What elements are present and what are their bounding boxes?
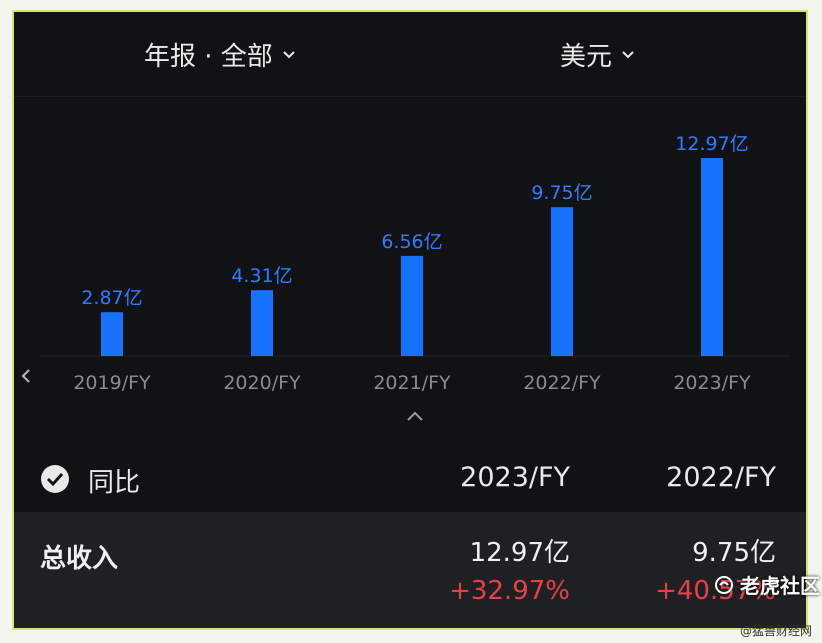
x-tick-label[interactable]: 2019/FY <box>73 372 151 394</box>
chevron-down-icon <box>622 50 634 58</box>
currency-selector[interactable]: 美元 <box>560 36 636 73</box>
column-header-2023: 2023/FY <box>460 462 570 493</box>
data-label: 12.97亿 <box>675 133 748 155</box>
row-label: 总收入 <box>40 544 119 574</box>
watermark: 老虎社区 <box>714 570 820 599</box>
cell-change: +32.97% <box>449 576 570 606</box>
period-selector-label: 年报 · 全部 <box>144 42 273 72</box>
yoy-toggle-label: 同比 <box>88 468 141 498</box>
top-bar: 年报 · 全部 美元 <box>14 12 806 97</box>
x-tick-label[interactable]: 2020/FY <box>223 372 301 394</box>
watermark-text: 老虎社区 <box>740 574 820 598</box>
bar-2019-FY[interactable] <box>101 312 123 356</box>
cell-value: 12.97亿 <box>469 538 570 568</box>
revenue-bar-chart: 2.87亿 2019/FY 4.31亿 2020/FY 6.56亿 2021/FY 9.75… <box>14 98 806 403</box>
chevron-down-icon <box>283 50 295 58</box>
x-tick-label[interactable]: 2022/FY <box>523 372 601 394</box>
chevron-left-icon[interactable] <box>14 364 38 388</box>
data-label: 6.56亿 <box>381 231 442 253</box>
data-label: 2.87亿 <box>81 287 142 309</box>
table-row[interactable]: 总收入 12.97亿 9.75亿 +32.97% +40.57% <box>14 512 806 628</box>
currency-selector-label: 美元 <box>560 42 613 72</box>
chevron-up-icon[interactable] <box>402 408 428 426</box>
cell-change: +40.57% <box>655 576 776 606</box>
table-header-row: 同比 2023/FY 2022/FY <box>14 442 806 512</box>
check-circle-icon[interactable] <box>40 464 70 494</box>
data-label: 4.31亿 <box>231 265 292 287</box>
screen-frame: 年报 · 全部 美元 2.87亿 2019/FY 4.31亿 2020/FY 6.56亿… <box>12 10 808 630</box>
chart-canvas: 2.87亿 2019/FY 4.31亿 2020/FY 6.56亿 2021/FY 9.75… <box>40 133 790 394</box>
cell-value: 9.75亿 <box>692 538 776 568</box>
period-selector[interactable]: 年报 · 全部 <box>144 36 297 73</box>
watermark-site: @猛兽财经网 <box>739 624 812 638</box>
bar-2020-FY[interactable] <box>251 290 273 356</box>
data-label: 9.75亿 <box>531 182 592 204</box>
bar-2021-FY[interactable] <box>401 255 423 356</box>
column-header-2022: 2022/FY <box>666 462 776 493</box>
tiger-logo-icon <box>715 575 733 594</box>
x-tick-label[interactable]: 2023/FY <box>673 372 751 394</box>
bar-2022-FY[interactable] <box>551 207 573 356</box>
x-tick-label[interactable]: 2021/FY <box>373 372 451 394</box>
bar-2023-FY[interactable] <box>701 158 723 356</box>
